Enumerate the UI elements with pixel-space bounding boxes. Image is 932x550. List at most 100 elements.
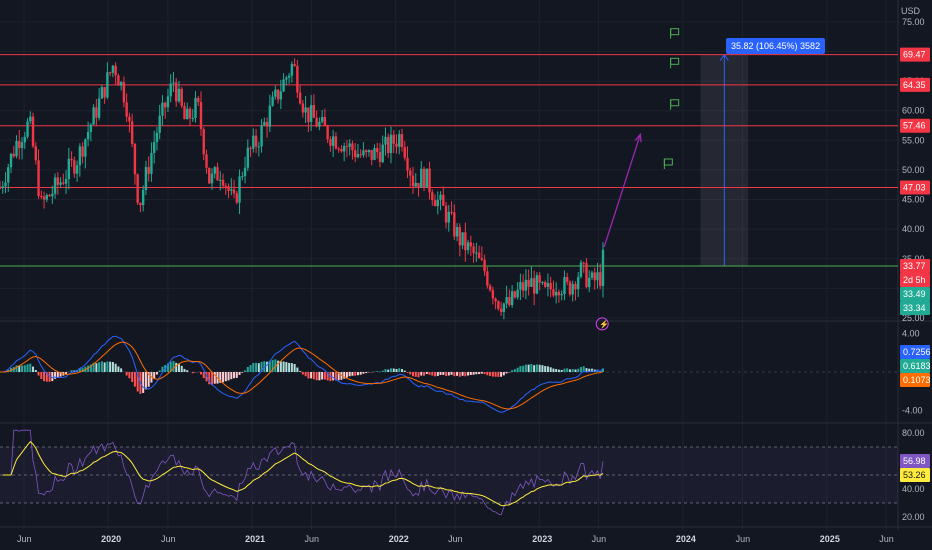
- macd-histogram-bar: [114, 363, 117, 372]
- rsi-value-label: 56.98: [903, 456, 926, 466]
- candle-body: [15, 141, 18, 157]
- macd-histogram-bar: [389, 368, 392, 372]
- candle-body: [34, 146, 37, 161]
- macd-histogram-bar: [475, 372, 478, 375]
- macd-histogram-bar: [26, 364, 29, 372]
- macd-histogram-bar: [524, 364, 527, 372]
- candle-body: [95, 107, 98, 118]
- macd-histogram-bar: [464, 372, 467, 377]
- macd-histogram-bar: [574, 369, 577, 372]
- candle-body: [274, 89, 277, 97]
- time-axis-label: 2025: [820, 534, 840, 544]
- level-label-bg: [900, 77, 930, 92]
- macd-histogram-bar: [376, 371, 379, 372]
- candle-body: [502, 303, 506, 313]
- macd-histogram-bar: [579, 367, 582, 372]
- candle-body: [342, 146, 346, 152]
- candle-body: [293, 64, 296, 66]
- macd-histogram-bar: [566, 368, 569, 372]
- macd-histogram-bar: [541, 365, 544, 372]
- candle-body: [351, 143, 354, 151]
- candle-body: [480, 258, 484, 260]
- candle-body: [384, 136, 387, 145]
- macd-histogram-bar: [491, 372, 494, 377]
- macd-histogram-bar: [56, 372, 59, 378]
- macd-histogram-bar: [362, 372, 365, 374]
- candle-body: [199, 101, 203, 130]
- macd-histogram-bar: [54, 372, 57, 379]
- price-tick-label: 45.00: [902, 195, 925, 205]
- macd-histogram-bar: [98, 362, 101, 372]
- macd-histogram-bar: [445, 372, 448, 377]
- candle-body: [444, 205, 448, 223]
- macd-histogram-bar: [489, 372, 492, 376]
- macd-histogram-bar: [32, 366, 35, 372]
- candle-body: [73, 160, 76, 174]
- macd-histogram-bar: [299, 371, 302, 372]
- candle-body: [119, 82, 123, 86]
- macd-histogram-bar: [546, 366, 549, 372]
- macd-histogram-bar: [323, 372, 326, 380]
- candle-body: [191, 117, 194, 119]
- candle-body: [554, 291, 558, 296]
- macd-histogram-bar: [516, 367, 519, 372]
- price-tick-label: 60.00: [902, 106, 925, 116]
- candle-body: [541, 282, 544, 284]
- candle-body: [453, 212, 456, 237]
- candle-body: [466, 242, 470, 251]
- macd-histogram-bar: [191, 372, 194, 374]
- candle-body: [588, 277, 591, 288]
- macd-histogram-bar: [172, 360, 175, 372]
- candle-body: [513, 291, 517, 298]
- candle-body: [243, 167, 247, 177]
- candle-body: [373, 148, 376, 160]
- candle-body: [568, 281, 572, 295]
- macd-histogram-bar: [387, 369, 390, 372]
- candle-body: [20, 142, 24, 149]
- candle-body: [488, 285, 492, 291]
- candle-body: [599, 272, 602, 287]
- macd-histogram-bar: [356, 372, 359, 376]
- macd-histogram-bar: [555, 369, 558, 372]
- level-label: 64.35: [903, 80, 926, 90]
- candle-body: [365, 150, 368, 153]
- candle-body: [403, 147, 406, 158]
- macd-value-label: 0.1073: [903, 375, 931, 385]
- macd-histogram-bar: [43, 372, 46, 382]
- macd-tick-label: -4.00: [902, 405, 923, 415]
- candle-body: [315, 117, 318, 127]
- macd-histogram-bar: [73, 370, 76, 372]
- macd-histogram-bar: [381, 370, 384, 372]
- macd-value-label-bg: [900, 345, 930, 359]
- candle-body: [318, 121, 321, 127]
- macd-histogram-bar: [304, 372, 307, 377]
- candle-body: [601, 249, 605, 287]
- candle-body: [241, 176, 244, 178]
- time-axis-label: Jun: [161, 534, 176, 544]
- candle-body: [45, 194, 49, 200]
- candle-body: [497, 301, 500, 309]
- time-axis-label: Jun: [17, 534, 32, 544]
- projection-arrow-line: [603, 134, 641, 248]
- measure-label: 35.82 (106.45%) 3582: [726, 38, 826, 54]
- macd-histogram-bar: [153, 372, 156, 379]
- macd-histogram-bar: [472, 372, 475, 375]
- rsi-tick-label: 40.00: [902, 484, 925, 494]
- macd-histogram-bar: [560, 369, 563, 372]
- candle-body: [400, 134, 404, 148]
- macd-histogram-bar: [21, 365, 24, 372]
- candle-body: [216, 167, 219, 181]
- candle-body: [279, 91, 283, 100]
- candle-body: [370, 150, 373, 160]
- macd-histogram-bar: [48, 372, 51, 382]
- candle-body: [152, 142, 156, 154]
- macd-histogram-bar: [128, 372, 131, 379]
- candle-body: [389, 134, 393, 154]
- macd-histogram-bar: [585, 368, 588, 372]
- candle-body: [309, 105, 313, 123]
- macd-histogram-bar: [310, 372, 313, 379]
- macd-histogram-bar: [18, 365, 21, 372]
- candle-body: [122, 82, 126, 103]
- candle-body: [9, 153, 13, 168]
